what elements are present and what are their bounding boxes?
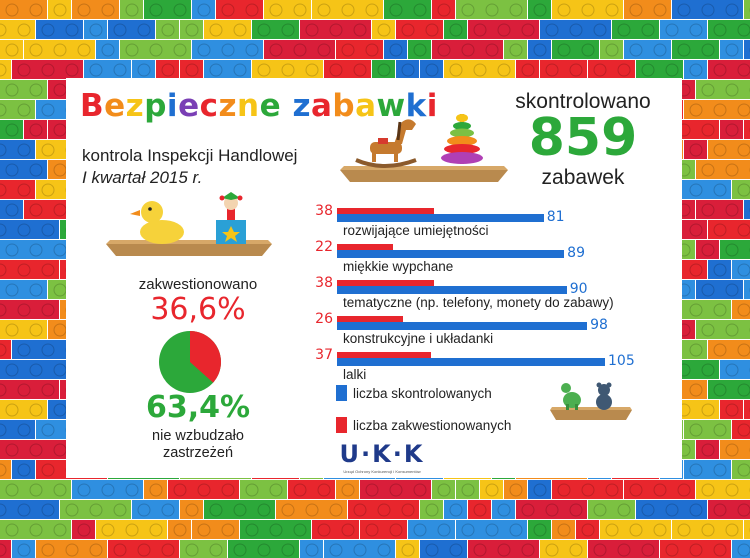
pie-label-top: zakwestionowano: [138, 276, 258, 293]
pie-percent-ok: 63,4%: [145, 390, 251, 425]
logo-text: U·K·K: [339, 440, 425, 468]
subtitle-line1: kontrola Inspekcji Handlowej: [82, 146, 298, 165]
bar-checked: [337, 322, 588, 330]
title-letter: z: [218, 88, 238, 124]
logo-subtext: Urząd Ochrony Konkurencji i Konsumentów: [343, 469, 421, 474]
duck-and-jack-in-the-box-illustration: [106, 192, 272, 256]
bar-value-questioned: 26: [315, 311, 333, 327]
bar-value-checked: 89: [567, 245, 585, 261]
title-letter: e: [104, 88, 126, 124]
bar-category-label: rozwijające umiejętności: [343, 223, 489, 238]
bar-questioned: [337, 280, 434, 286]
bar-questioned: [337, 208, 434, 214]
title-letter: a: [310, 88, 333, 124]
title-letter: i: [426, 88, 438, 124]
title-letter: e: [178, 88, 200, 124]
pie-label-bottom-2: zastrzeżeń: [162, 445, 234, 461]
legend-swatch-checked: [336, 385, 347, 401]
title-letter: c: [199, 88, 219, 124]
title-letter: e: [259, 88, 282, 124]
bar-checked: [337, 250, 565, 258]
bar-value-questioned: 37: [315, 347, 333, 363]
title-letter: z: [292, 88, 311, 124]
subtitle-line2: I kwartał 2015 r.: [82, 168, 203, 187]
bar-value-questioned: 38: [315, 275, 333, 291]
legend-item-questioned: liczba zakwestionowanych: [336, 415, 511, 435]
rocking-horse-and-ring-stack-illustration: [340, 114, 508, 182]
bar-value-checked: 81: [546, 209, 565, 225]
title-letter: z: [125, 88, 145, 124]
title-letter: w: [376, 88, 406, 124]
checked-label-bottom: zabawek: [541, 166, 625, 189]
bar-checked: [337, 358, 605, 366]
bar-questioned: [337, 352, 432, 358]
bar-category-label: miękkie wypchane: [343, 259, 454, 274]
bar-category-label: konstrukcyjne i układanki: [343, 331, 494, 346]
page-title: Bezpieczne zabawki: [80, 88, 438, 124]
title-letter: B: [80, 88, 105, 124]
dinosaur-and-teddy-bear-illustration: [550, 382, 632, 420]
legend-item-checked: liczba skontrolowanych: [336, 383, 511, 403]
bar-questioned: [337, 316, 404, 322]
legend-label-questioned: liczba zakwestionowanych: [353, 417, 512, 433]
legend-label-checked: liczba skontrolowanych: [353, 385, 492, 401]
title-letter: k: [405, 88, 427, 124]
bar-value-checked: 98: [590, 317, 608, 333]
title-letter: n: [237, 88, 260, 124]
bar-value-questioned: 22: [315, 239, 333, 255]
bar-checked: [337, 286, 567, 294]
legend-swatch-questioned: [336, 417, 347, 433]
title-letter: [281, 88, 292, 124]
bar-checked: [337, 214, 544, 222]
pie-label-bottom-1: nie wzbudzało: [152, 428, 244, 444]
checked-number: 859: [528, 108, 638, 168]
legend: liczba skontrolowanych liczba zakwestion…: [336, 383, 511, 435]
title-letter: i: [166, 88, 179, 124]
checked-label-top: skontrolowano: [515, 90, 651, 113]
title-letter: a: [355, 88, 377, 124]
bar-questioned: [337, 244, 394, 250]
bar-value-checked: 105: [608, 353, 635, 369]
uokik-logo: U·K·K Urząd Ochrony Konkurencji i Konsum…: [332, 440, 432, 474]
bar-value-questioned: 38: [315, 203, 333, 219]
title-letter: b: [332, 88, 356, 124]
bar-category-label: tematyczne (np. telefony, monety do zaba…: [343, 295, 614, 310]
bar-value-checked: 90: [569, 281, 588, 297]
title-letter: p: [144, 88, 167, 124]
pie-chart: [159, 331, 221, 393]
bar-category-label: lalki: [343, 367, 367, 382]
pie-slice-questioned: [190, 331, 221, 383]
bar-chart: 38 81 rozwijające umiejętności 22 89 miękkie …: [300, 203, 640, 385]
pie-percent-questioned: 36,6%: [150, 292, 246, 327]
